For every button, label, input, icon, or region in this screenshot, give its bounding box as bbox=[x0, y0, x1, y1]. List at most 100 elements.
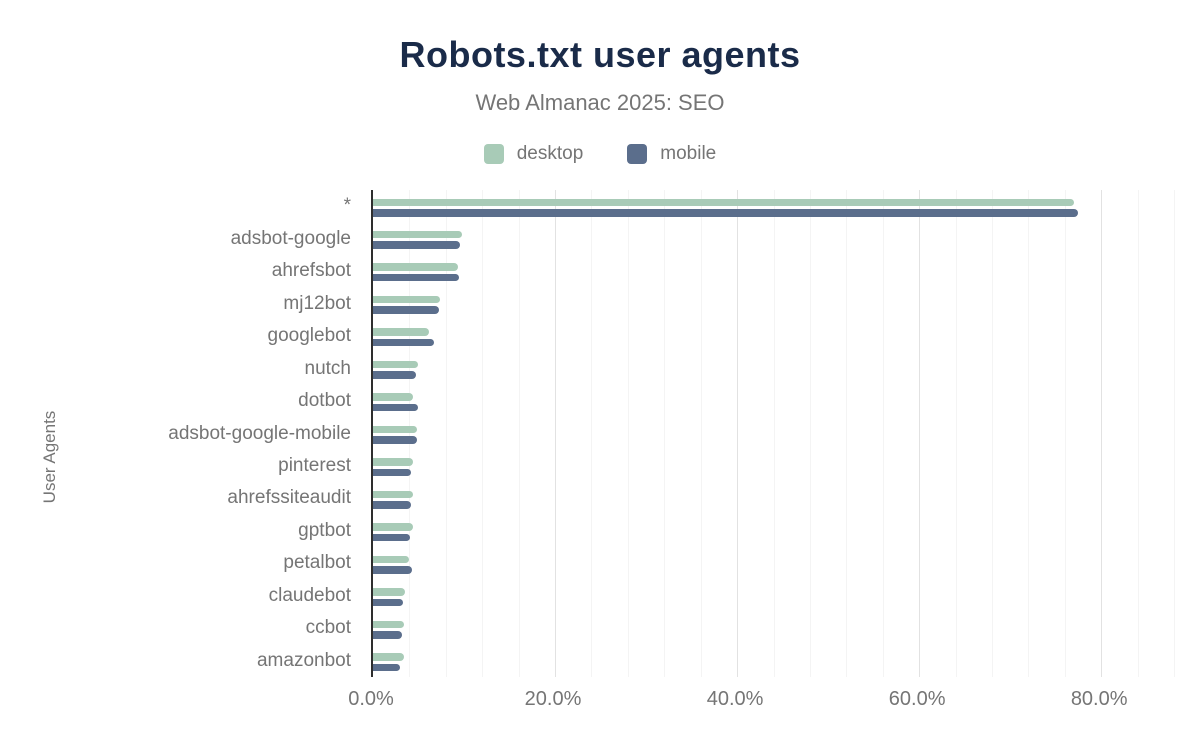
legend-label: mobile bbox=[660, 143, 717, 164]
bar-row bbox=[373, 417, 1174, 449]
bar-desktop-claudebot bbox=[373, 588, 405, 596]
category-label: adsbot-google-mobile bbox=[168, 422, 351, 444]
bar-row bbox=[373, 385, 1174, 417]
minor-gridline bbox=[700, 190, 702, 677]
minor-gridline bbox=[1137, 190, 1139, 677]
bar-mobile-adsbot-google-mobile bbox=[373, 436, 417, 444]
plot-area bbox=[371, 190, 1175, 677]
minor-gridline bbox=[882, 190, 884, 677]
category-label: * bbox=[343, 195, 351, 217]
minor-gridline bbox=[1028, 190, 1030, 677]
bar-desktop-mj12bot bbox=[373, 295, 441, 304]
minor-gridline bbox=[1174, 190, 1175, 677]
bar-row bbox=[373, 190, 1174, 222]
minor-gridline bbox=[445, 190, 447, 677]
bar-row bbox=[373, 450, 1174, 482]
bar-row bbox=[373, 320, 1174, 352]
category-label: petalbot bbox=[283, 552, 351, 574]
category-label: googlebot bbox=[267, 325, 351, 347]
y-axis-labels: * adsbot-google ahrefsbot mj12bot googlebot n… bbox=[0, 190, 360, 677]
category-label: ccbot bbox=[305, 617, 351, 639]
category-label: claudebot bbox=[268, 584, 351, 606]
bar-row bbox=[373, 612, 1174, 644]
bar-mobile-amazonbot bbox=[373, 663, 401, 672]
legend: desktop mobile bbox=[0, 143, 1200, 165]
bar-mobile-googlebot bbox=[373, 338, 434, 347]
x-tick-label: 0.0% bbox=[348, 688, 394, 710]
minor-gridline bbox=[591, 190, 593, 677]
bar-row bbox=[373, 222, 1174, 254]
bar-desktop-* bbox=[373, 198, 1074, 206]
bar-row bbox=[373, 482, 1174, 514]
bar-desktop-gptbot bbox=[373, 523, 414, 531]
bar-row bbox=[373, 645, 1174, 677]
bar-mobile-dotbot bbox=[373, 403, 418, 412]
bar-mobile-* bbox=[373, 209, 1078, 217]
minor-gridline bbox=[846, 190, 848, 677]
category-label: amazonbot bbox=[256, 649, 351, 671]
category-label: ahrefsbot bbox=[271, 260, 351, 282]
bar-mobile-pinterest bbox=[373, 468, 412, 477]
minor-gridline bbox=[955, 190, 957, 677]
bar-desktop-petalbot bbox=[373, 555, 410, 564]
major-gridline bbox=[737, 190, 739, 677]
minor-gridline bbox=[991, 190, 993, 677]
chart-title: Robots.txt user agents bbox=[399, 34, 801, 75]
bar-desktop-ahrefssiteaudit bbox=[373, 490, 414, 499]
category-label: ahrefssiteaudit bbox=[227, 487, 351, 509]
major-gridline bbox=[1101, 190, 1103, 677]
bar-rows bbox=[373, 190, 1174, 677]
category-label: pinterest bbox=[278, 454, 351, 476]
bar-desktop-nutch bbox=[373, 360, 418, 369]
x-tick-label: 20.0% bbox=[524, 688, 582, 710]
bar-mobile-ahrefsbot bbox=[373, 273, 460, 282]
bar-row bbox=[373, 547, 1174, 579]
legend-swatch-desktop bbox=[483, 144, 504, 164]
bar-mobile-ccbot bbox=[373, 631, 403, 639]
minor-gridline bbox=[664, 190, 666, 677]
bar-desktop-googlebot bbox=[373, 328, 430, 336]
x-tick-label: 80.0% bbox=[1070, 688, 1128, 710]
bar-desktop-adsbot-google bbox=[373, 230, 463, 239]
bar-desktop-pinterest bbox=[373, 458, 414, 466]
minor-gridline bbox=[809, 190, 811, 677]
bar-desktop-ahrefsbot bbox=[373, 263, 458, 271]
legend-item-desktop[interactable]: desktop bbox=[483, 143, 584, 165]
bar-desktop-amazonbot bbox=[373, 653, 404, 661]
bar-row bbox=[373, 287, 1174, 319]
minor-gridline bbox=[482, 190, 484, 677]
x-tick-label: 60.0% bbox=[888, 688, 946, 710]
category-label: adsbot-google bbox=[230, 227, 351, 249]
bar-mobile-adsbot-google bbox=[373, 241, 461, 249]
bar-row bbox=[373, 352, 1174, 384]
category-label: mj12bot bbox=[283, 292, 351, 314]
bar-mobile-petalbot bbox=[373, 566, 413, 574]
category-label: gptbot bbox=[298, 519, 351, 541]
bar-mobile-mj12bot bbox=[373, 306, 440, 314]
legend-label: desktop bbox=[516, 143, 584, 164]
legend-item-mobile[interactable]: mobile bbox=[627, 143, 716, 165]
major-gridline bbox=[919, 190, 921, 677]
legend-swatch-mobile bbox=[627, 144, 648, 164]
bar-mobile-gptbot bbox=[373, 533, 411, 542]
minor-gridline bbox=[773, 190, 775, 677]
bar-row bbox=[373, 255, 1174, 287]
minor-gridline bbox=[409, 190, 411, 677]
x-axis-labels: 0.0% 20.0% 40.0% 60.0% 80.0% bbox=[348, 688, 1172, 718]
x-tick-label: 40.0% bbox=[706, 688, 764, 710]
bar-desktop-ccbot bbox=[373, 620, 404, 629]
minor-gridline bbox=[627, 190, 629, 677]
bar-mobile-ahrefssiteaudit bbox=[373, 501, 412, 509]
minor-gridline bbox=[518, 190, 520, 677]
bar-row bbox=[373, 580, 1174, 612]
category-label: dotbot bbox=[298, 390, 351, 412]
bar-desktop-dotbot bbox=[373, 393, 414, 401]
bar-row bbox=[373, 515, 1174, 547]
category-label: nutch bbox=[304, 357, 351, 379]
major-gridline bbox=[555, 190, 557, 677]
minor-gridline bbox=[1064, 190, 1066, 677]
bar-desktop-adsbot-google-mobile bbox=[373, 425, 417, 434]
bar-mobile-nutch bbox=[373, 371, 416, 379]
chart-subtitle: Web Almanac 2025: SEO bbox=[475, 90, 725, 115]
